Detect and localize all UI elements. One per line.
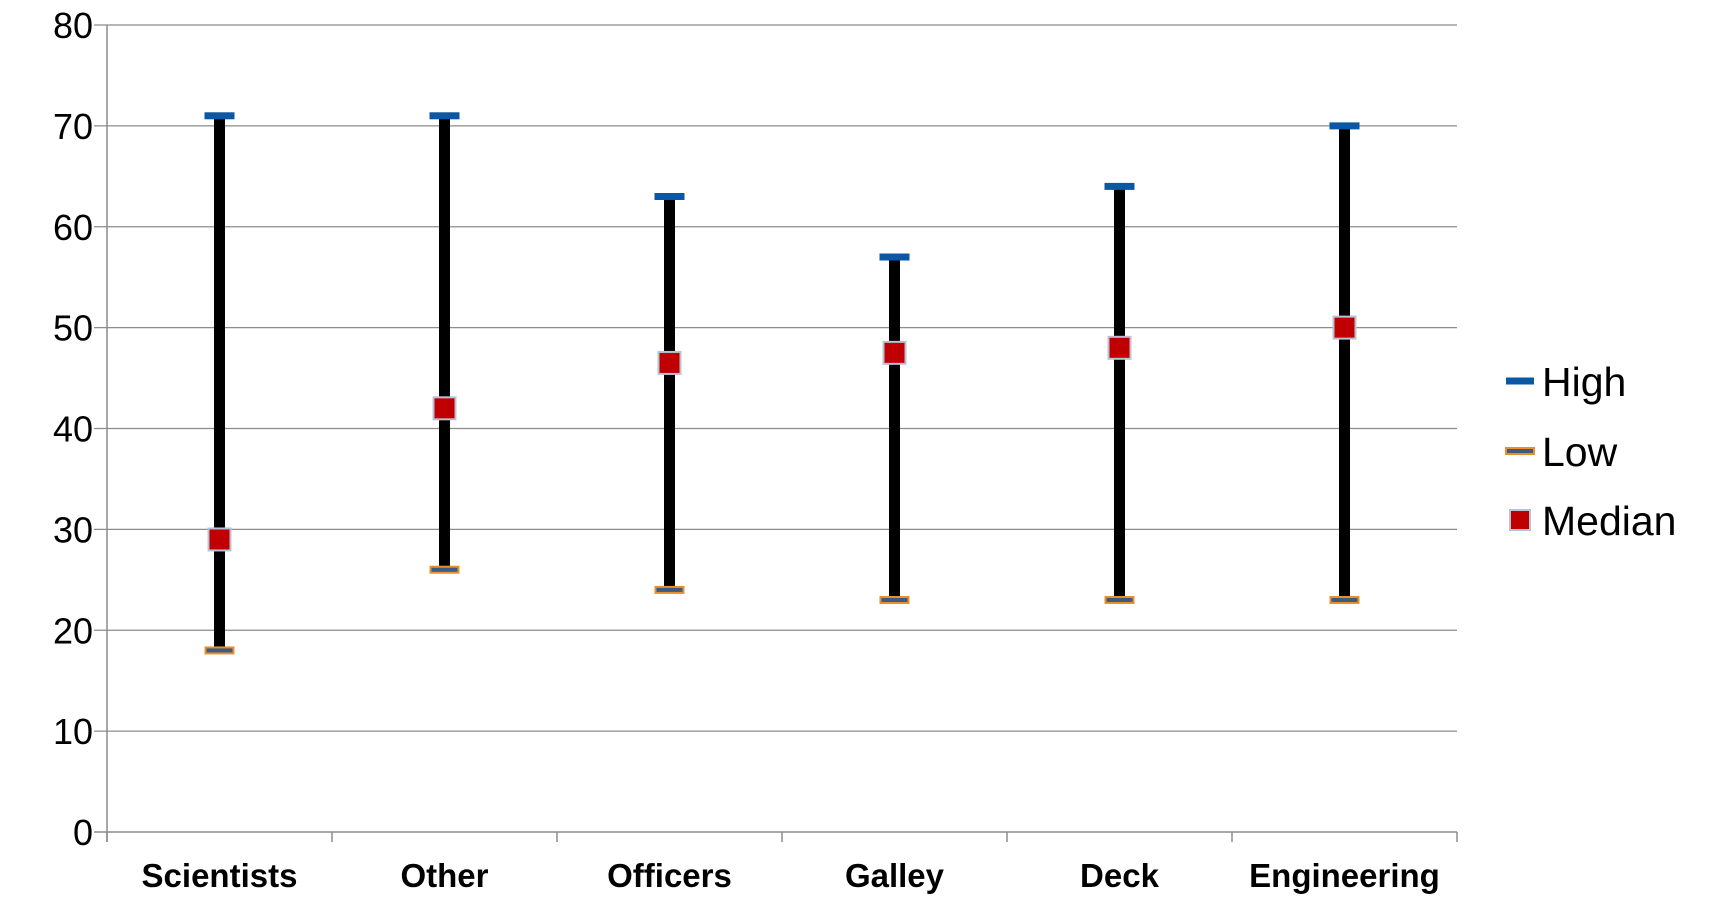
y-tick-label: 20: [53, 610, 93, 651]
low-marker: [879, 595, 910, 604]
x-category-label: Galley: [845, 857, 945, 894]
legend-label: Low: [1542, 429, 1618, 475]
axes: [94, 25, 1458, 842]
low-marker: [1329, 595, 1360, 604]
x-category-label: Other: [400, 857, 488, 894]
high-marker: [879, 253, 910, 261]
low-marker: [429, 565, 460, 574]
x-category-label: Engineering: [1249, 857, 1440, 894]
legend-label: Median: [1542, 498, 1676, 544]
x-axis-category-labels: Scientists Other Officers Galley Deck Enginee…: [142, 857, 1440, 894]
median-marker: [1332, 315, 1357, 340]
y-tick-label: 60: [53, 207, 93, 248]
median-marker: [207, 527, 232, 552]
y-axis-tick-labels: 0 10 20 30 40 50 60 70 80: [53, 5, 93, 853]
low-marker: [1104, 595, 1135, 604]
y-tick-label: 70: [53, 106, 93, 147]
y-tick-label: 40: [53, 409, 93, 450]
y-tick-label: 10: [53, 711, 93, 752]
legend-label: High: [1542, 359, 1626, 405]
gridlines: [94, 24, 1457, 732]
median-marker: [657, 350, 682, 375]
median-marker: [432, 396, 457, 421]
high-marker: [1104, 182, 1135, 190]
high-marker: [654, 192, 685, 200]
high-marker: [429, 112, 460, 120]
y-tick-label: 0: [73, 812, 93, 853]
median-marker: [1107, 335, 1132, 360]
high-marker: [1329, 122, 1360, 130]
y-tick-label: 80: [53, 5, 93, 46]
x-category-label: Officers: [607, 857, 732, 894]
legend: High Low Median: [1505, 359, 1676, 544]
y-tick-label: 50: [53, 308, 93, 349]
y-tick-label: 30: [53, 509, 93, 550]
x-category-label: Deck: [1080, 857, 1160, 894]
high-marker: [204, 112, 235, 120]
legend-median-swatch: [1509, 509, 1531, 531]
legend-high-swatch: [1506, 377, 1534, 385]
low-marker: [204, 646, 235, 655]
x-category-label: Scientists: [142, 857, 298, 894]
median-marker: [882, 340, 907, 365]
legend-low-swatch: [1505, 447, 1535, 455]
low-marker: [654, 585, 685, 594]
data-marks: [204, 112, 1360, 655]
